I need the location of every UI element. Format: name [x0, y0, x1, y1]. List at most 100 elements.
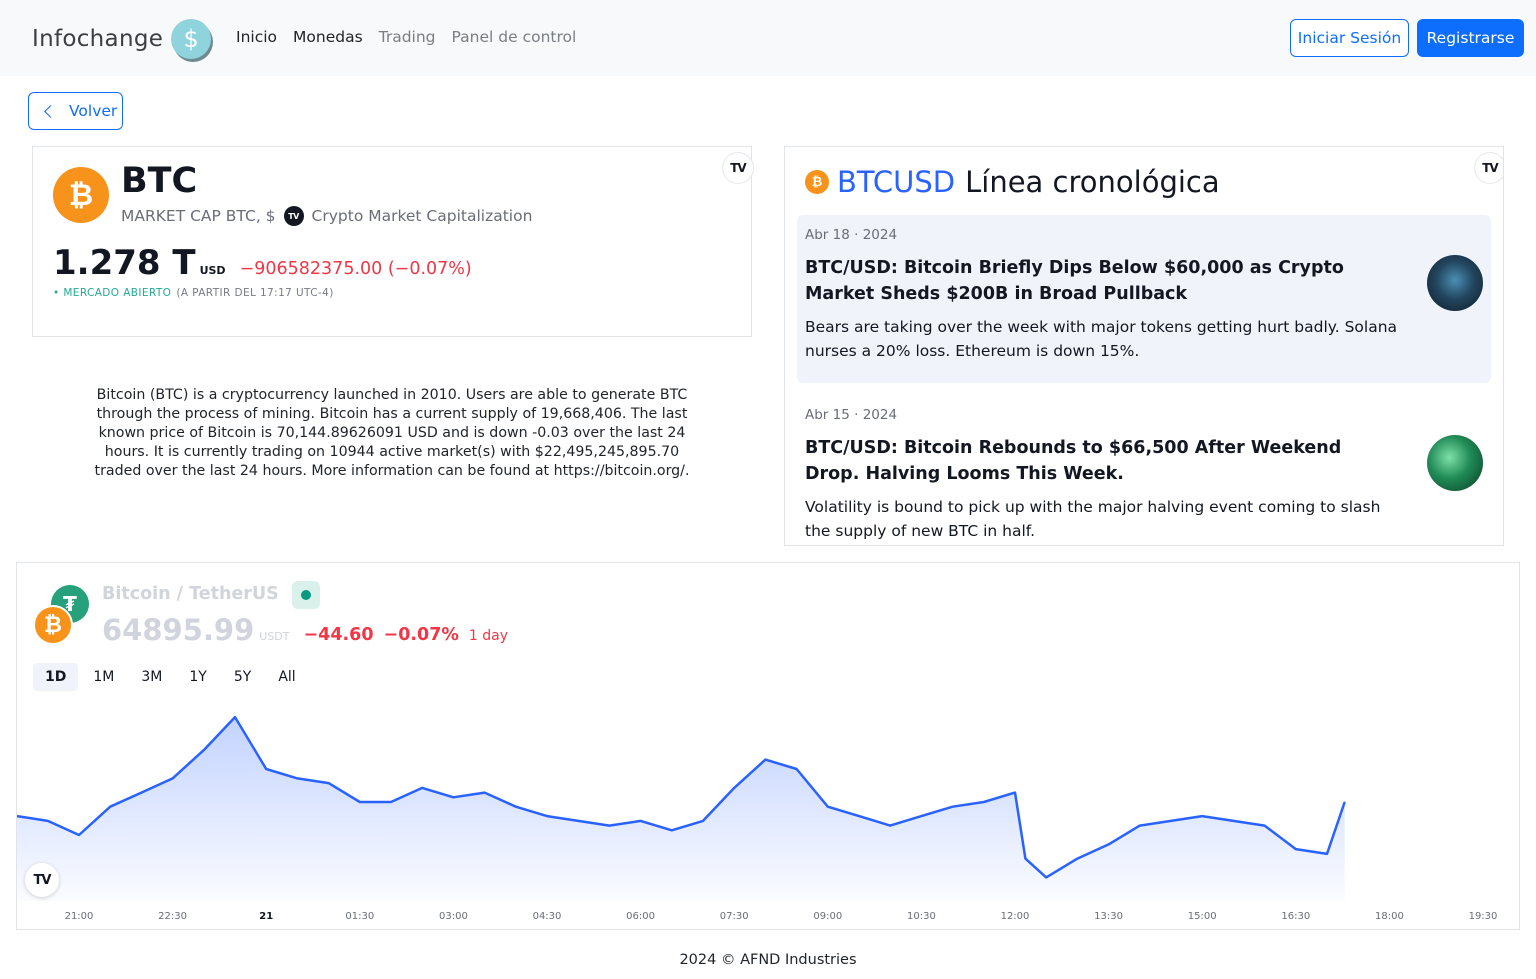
- nav-link-inicio[interactable]: Inicio: [236, 28, 278, 46]
- price-point: [421, 787, 423, 789]
- brand-name: Infochange: [32, 26, 164, 52]
- price-point: [296, 777, 298, 779]
- x-axis-tick-label: 19:30: [1469, 911, 1498, 922]
- x-axis-tick-label: 15:00: [1188, 911, 1217, 922]
- price-point: [1170, 820, 1172, 822]
- navbar: Infochange $ Inicio Monedas Trading Pane…: [0, 0, 1536, 76]
- x-axis-tick-label: 01:30: [345, 911, 374, 922]
- coin-description: Bitcoin (BTC) is a cryptocurrency launch…: [94, 387, 690, 479]
- price-point: [671, 829, 673, 831]
- news-summary: Volatility is bound to pick up with the …: [805, 498, 1381, 540]
- price-point: [702, 820, 704, 822]
- x-axis-tick-label: 22:30: [158, 911, 187, 922]
- nav-link-trading[interactable]: Trading: [378, 28, 436, 46]
- symbol-description-text: MARKET CAP BTC, $: [121, 207, 276, 225]
- range-tab-all[interactable]: All: [266, 663, 307, 691]
- tradingview-logo-icon[interactable]: TV: [723, 153, 753, 183]
- price-point: [203, 749, 205, 751]
- register-button[interactable]: Registrarse: [1417, 19, 1524, 57]
- chart-range-label: 1 day: [468, 628, 509, 644]
- price-point: [234, 716, 236, 718]
- price-point: [1024, 858, 1026, 860]
- price-point: [1264, 825, 1266, 827]
- nav-links: Inicio Monedas Trading Panel de control: [236, 28, 592, 46]
- x-axis-tick-label: 04:30: [533, 911, 562, 922]
- range-tab-1m[interactable]: 1M: [81, 663, 126, 691]
- back-button[interactable]: Volver: [28, 92, 123, 130]
- price-point: [1076, 858, 1078, 860]
- tradingview-logo-icon[interactable]: TV: [1475, 153, 1503, 183]
- price-point: [1344, 801, 1346, 803]
- x-axis-tick-label: 03:00: [439, 911, 468, 922]
- pair-icons: ₮ ₿: [33, 585, 93, 645]
- x-axis-tick-label: 18:00: [1375, 911, 1404, 922]
- news-headline[interactable]: BTC/USD: Bitcoin Briefly Dips Below $60,…: [805, 258, 1344, 304]
- bitcoin-logo-icon: ₿: [805, 170, 829, 194]
- news-date: Abr 15 · 2024: [805, 407, 898, 423]
- nav-link-panel-de-control[interactable]: Panel de control: [451, 28, 577, 46]
- price-point: [827, 806, 829, 808]
- price-point: [1326, 853, 1328, 855]
- tradingview-logo-icon[interactable]: TV: [25, 863, 59, 897]
- x-axis-tick-label: 07:30: [720, 911, 749, 922]
- back-button-label: Volver: [69, 102, 118, 120]
- symbol-ticker: BTC: [121, 161, 198, 201]
- price-chart[interactable]: 21:00 22:30 21 01:30 03:00 04:30 06:00 07:30 09:…: [17, 563, 1520, 930]
- price-area-fill: [17, 717, 1345, 901]
- market-as-of: (A PARTIR DEL 17:17 UTC-4): [176, 287, 334, 299]
- market-status-indicator[interactable]: [292, 581, 320, 609]
- price-point: [390, 801, 392, 803]
- x-axis-tick-label: 06:00: [626, 911, 655, 922]
- price-point: [796, 768, 798, 770]
- price-point: [140, 792, 142, 794]
- x-axis-tick-label: 10:30: [907, 911, 936, 922]
- brand-logo[interactable]: Infochange $: [32, 18, 212, 60]
- range-tab-3m[interactable]: 3M: [129, 663, 174, 691]
- chart-change-pct: −0.07%: [383, 625, 459, 645]
- symbol-info-widget: TV ₿ BTC MARKET CAP BTC, $ TV Crypto Mar…: [32, 146, 753, 337]
- price-point: [640, 820, 642, 822]
- nav-link-monedas[interactable]: Monedas: [293, 28, 363, 46]
- tradingview-exchange-icon: TV: [283, 206, 304, 226]
- bitcoin-logo-icon: ₿: [33, 605, 73, 645]
- pair-name: Bitcoin / TetherUS: [102, 584, 279, 604]
- news-item[interactable]: Abr 18 · 2024 BTC/USD: Bitcoin Briefly D…: [797, 215, 1491, 383]
- price-point: [858, 815, 860, 817]
- x-axis-tick-label: 09:00: [813, 911, 842, 922]
- timeline-title: Línea cronológica: [965, 165, 1220, 199]
- price-chart-widget: 21:00 22:30 21 01:30 03:00 04:30 06:00 07:30 09:…: [16, 562, 1520, 930]
- chart-price-row: 64895.99 USDT −44.60 −0.07% 1 day: [102, 613, 508, 647]
- range-tab-1y[interactable]: 1Y: [177, 663, 218, 691]
- price-point: [920, 815, 922, 817]
- news-date: Abr 18 · 2024: [805, 227, 898, 243]
- timeline-symbol[interactable]: BTCUSD: [837, 165, 956, 199]
- range-tab-5y[interactable]: 5Y: [222, 663, 263, 691]
- price-point: [172, 777, 174, 779]
- price-point: [1201, 815, 1203, 817]
- login-button[interactable]: Iniciar Sesión: [1290, 19, 1409, 57]
- price-point: [889, 825, 891, 827]
- price-point: [952, 806, 954, 808]
- symbol-currency: USD: [199, 264, 226, 277]
- price-point: [452, 796, 454, 798]
- news-item[interactable]: Abr 15 · 2024 BTC/USD: Bitcoin Rebounds …: [797, 395, 1491, 545]
- market-status: • MERCADO ABIERTO (A PARTIR DEL 17:17 UT…: [53, 287, 334, 299]
- news-headline[interactable]: BTC/USD: Bitcoin Rebounds to $66,500 Aft…: [805, 438, 1342, 484]
- price-point: [328, 782, 330, 784]
- price-point: [265, 768, 267, 770]
- x-axis-tick-label: 13:30: [1094, 911, 1123, 922]
- price-point: [47, 820, 49, 822]
- price-point: [359, 801, 361, 803]
- bitcoin-logo-icon: ₿: [53, 167, 109, 223]
- price-point: [17, 815, 18, 817]
- x-axis-tick-label: 16:30: [1281, 911, 1310, 922]
- price-point: [1139, 825, 1141, 827]
- x-axis-tick-label: 21: [259, 911, 273, 922]
- news-thumbnail: [1427, 435, 1483, 491]
- range-tabs: 1D 1M 3M 1Y 5Y All: [33, 663, 311, 691]
- x-axis-tick-label: 12:00: [1001, 911, 1030, 922]
- range-tab-1d[interactable]: 1D: [33, 663, 79, 691]
- symbol-price-row: 1.278 T USD −906582375.00 (−0.07%): [53, 243, 472, 283]
- news-thumbnail: [1427, 255, 1483, 311]
- price-point: [109, 806, 111, 808]
